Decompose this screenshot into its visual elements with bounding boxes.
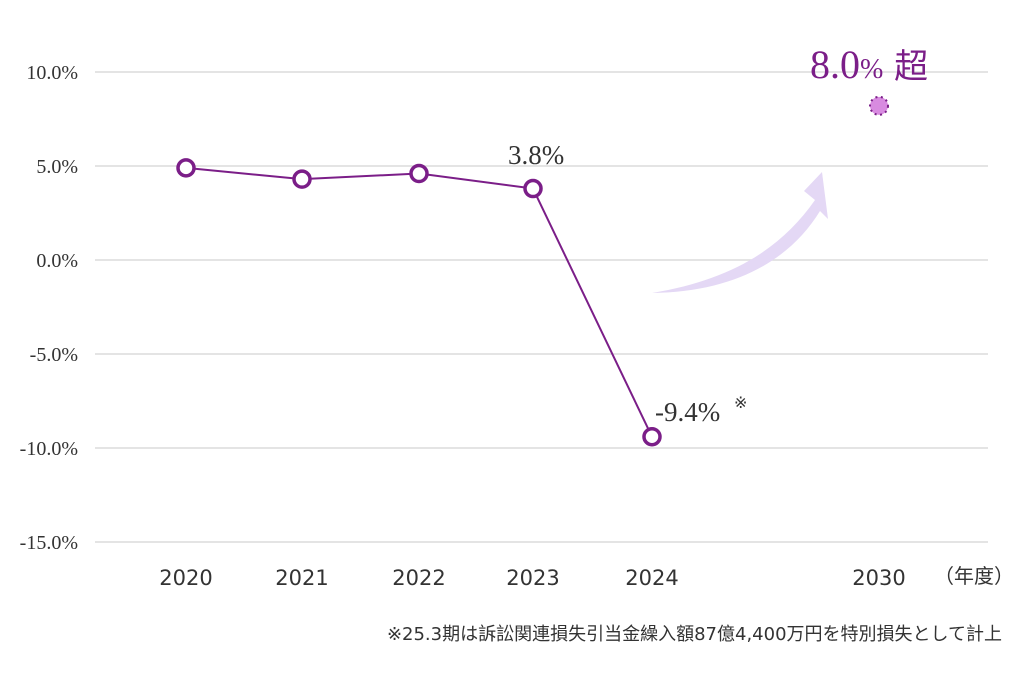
x-tick-label: 2023 (506, 566, 559, 590)
target-value: 8.0 (810, 42, 860, 87)
series-line-actual (185, 166, 653, 438)
data-point-2023 (523, 178, 543, 199)
y-tick-label: 10.0% (26, 62, 78, 84)
data-point-2021 (292, 169, 312, 189)
data-point-2022 (409, 163, 429, 184)
x-axis-ticks: 2020 2021 2022 2023 2024 2030 (159, 566, 905, 590)
x-tick-label: 2030 (852, 566, 905, 590)
data-point-2024 (642, 426, 662, 447)
data-label-2023: 3.8% (508, 140, 564, 170)
data-point-2020 (176, 158, 196, 178)
growth-arrow-icon (652, 172, 828, 293)
y-tick-label: -15.0% (20, 532, 78, 554)
footnote: ※25.3期は訴訟関連損失引当金繰入額87億4,400万円を特別損失として計上 (386, 624, 1002, 645)
data-label-2024: -9.4% (655, 397, 720, 427)
y-tick-label: -5.0% (30, 344, 78, 366)
x-tick-label: 2021 (275, 566, 328, 590)
y-tick-label: 0.0% (36, 250, 78, 272)
gridlines (95, 71, 988, 543)
data-label-2024-note-mark: ※ (734, 393, 747, 412)
x-axis-unit-label: （年度） (934, 564, 1014, 588)
x-tick-label: 2022 (392, 566, 445, 590)
series-line (185, 166, 653, 438)
target-suffix: 超 (883, 47, 928, 87)
x-tick-label: 2024 (625, 566, 678, 590)
series-points (176, 95, 889, 447)
y-tick-label: -10.0% (20, 438, 78, 460)
y-axis-ticks: 10.0% 5.0% 0.0% -5.0% -10.0% -15.0% (20, 62, 78, 554)
target-percent: % (860, 54, 883, 85)
data-point-2030-target (869, 95, 889, 116)
y-tick-label: 5.0% (36, 156, 78, 178)
target-label: 8.0% 超 (810, 42, 928, 87)
x-tick-label: 2020 (159, 566, 212, 590)
